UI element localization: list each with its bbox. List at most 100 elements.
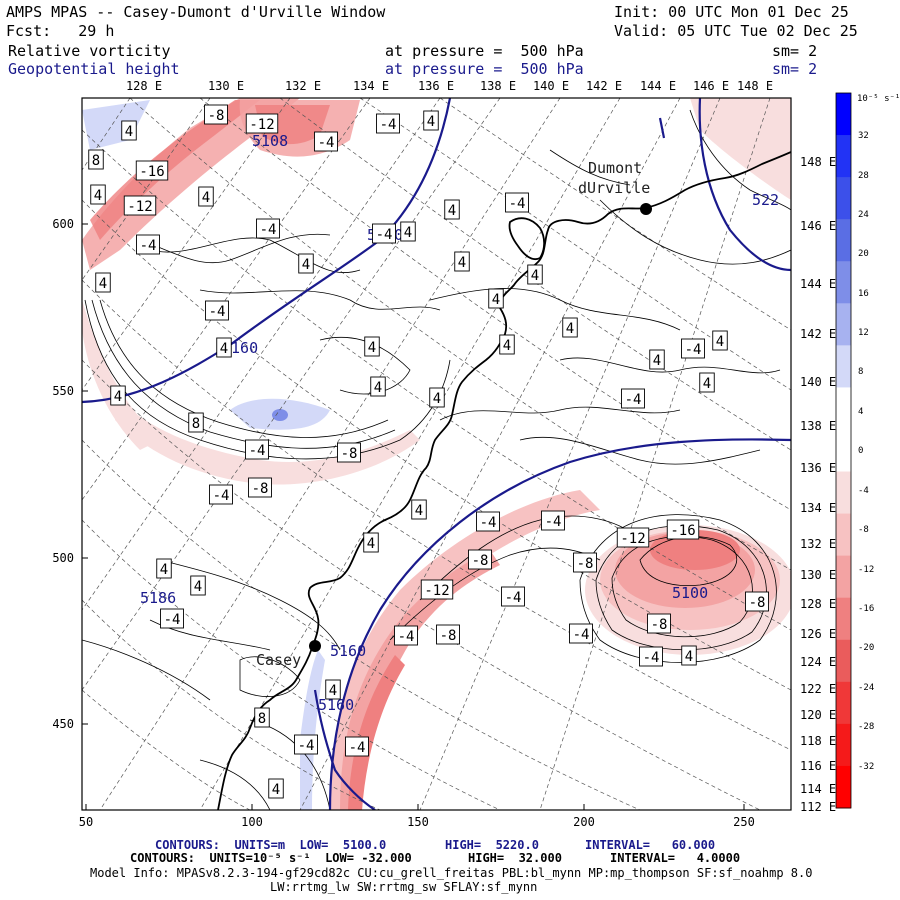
colorbar-unit: 10⁻⁵ s⁻¹ (857, 94, 900, 104)
right-lon-label: 140 E (800, 375, 836, 389)
vort-label-text: -8 (440, 628, 457, 644)
vort-label-text: -4 (545, 514, 562, 530)
vort-label-text: 4 (202, 190, 210, 206)
colorbar-label: 0 (858, 446, 863, 456)
vort-label-text: 8 (92, 153, 100, 169)
colorbar-swatch (836, 597, 851, 641)
vort-label: -4 (681, 338, 705, 359)
colorbar-label: 32 (858, 131, 869, 141)
vort-label-text: -4 (625, 392, 642, 408)
vort-label-text: 4 (703, 376, 711, 392)
colorbar-label: -8 (858, 525, 869, 535)
vort-label-text: 4 (160, 562, 168, 578)
vort-label-text: 4 (531, 268, 539, 284)
vort-label: 4 (216, 337, 232, 358)
vort-label-text: -8 (749, 595, 766, 611)
right-lon-label: 116 E (800, 759, 836, 773)
vort-label-text: 4 (114, 389, 122, 405)
top-lon-label: 146 E (693, 79, 729, 93)
colorbar-frame (835, 92, 852, 809)
vort-label-text: 4 (427, 114, 435, 130)
vort-label: 4 (90, 184, 106, 205)
vort-label: -4 (256, 218, 280, 239)
y-tick-label: 500 (52, 551, 74, 565)
x-tick-label: 100 (241, 815, 263, 829)
vort-label-text: 4 (302, 257, 310, 273)
vort-label: 4 (699, 372, 715, 393)
vort-label: -4 (160, 608, 184, 629)
vort-label: -16 (666, 519, 700, 540)
vort-label: -4 (209, 484, 233, 505)
vort-label: 4 (121, 120, 137, 141)
vort-label: 8 (88, 149, 104, 170)
vort-label: -4 (376, 113, 400, 134)
colorbar-label: 28 (858, 171, 869, 181)
valid-time: Valid: 05 UTC Tue 02 Dec 25 (614, 22, 858, 40)
x-tick-label: 200 (573, 815, 595, 829)
place-labels: Dumont dUrville Casey (256, 159, 650, 669)
vort-label-text: -4 (140, 238, 157, 254)
vort-label: 4 (110, 385, 126, 406)
vort-label-text: -4 (380, 117, 397, 133)
right-lon-label: 142 E (800, 327, 836, 341)
colorbar-swatch (836, 555, 851, 599)
vort-label: 4 (268, 778, 284, 799)
vort-label: -8 (248, 477, 272, 498)
vort-label-text: -4 (318, 135, 335, 151)
colorbar-swatch (836, 303, 851, 346)
vort-label: -12 (245, 113, 279, 134)
vort-label: 4 (681, 645, 697, 666)
vort-label: -8 (204, 104, 228, 125)
colorbar-swatch (836, 177, 851, 220)
vort-label-text: -4 (509, 196, 526, 212)
vort-label-text: -4 (505, 590, 522, 606)
vort-label-text: 4 (503, 338, 511, 354)
colorbar-swatch (836, 135, 851, 178)
colorbar-labels: 32 28 24 20 16 12 8 4 0 -4 -8 -12 -16 -20 -24 -28 -32 (858, 131, 874, 772)
right-lon-label: 128 E (800, 597, 836, 611)
vorticity-contour-labels: 4 -8 -12 -4 4 8 -16 -4 4 4 -12 -4 -4 4 4 -4 -4 4 4 4 -4 4 4 4 4 4… (88, 104, 769, 799)
field2-smoothing: sm= 2 (772, 60, 818, 78)
plot-frame (81, 97, 792, 811)
vort-label-text: 4 (220, 341, 228, 357)
vort-label-text: -4 (213, 488, 230, 504)
vort-label: 4 (156, 558, 172, 579)
right-lon-label: 126 E (800, 627, 836, 641)
colorbar-swatch (836, 471, 851, 515)
vort-label-text: -4 (298, 738, 315, 754)
vort-label-text: -4 (480, 515, 497, 531)
vort-label: -4 (205, 300, 229, 321)
vort-label-text: -4 (164, 612, 181, 628)
vort-label: -4 (569, 623, 593, 644)
colorbar: 32 28 24 20 16 12 8 4 0 -4 -8 -12 -16 -20 -24 -28 -32 10… (835, 92, 900, 809)
vort-label-text: -12 (424, 583, 449, 599)
vort-label-text: 4 (653, 353, 661, 369)
vort-label: 4 (198, 186, 214, 207)
vort-contour-high: HIGH= 32.000 (468, 851, 562, 865)
right-lon-label: 124 E (800, 655, 836, 669)
vort-contour-info: CONTOURS: UNITS=10⁻⁵ s⁻¹ LOW= -32.000 (130, 851, 412, 865)
field2-name: Geopotential height (8, 60, 180, 78)
top-lon-label: 130 E (208, 79, 244, 93)
top-lon-label: 136 E (418, 79, 454, 93)
top-lon-label: 142 E (586, 79, 622, 93)
height-contour-info: CONTOURS: UNITS=m LOW= 5100.0 (155, 838, 387, 852)
vort-label: -4 (501, 586, 525, 607)
vort-label-text: -4 (685, 342, 702, 358)
right-lon-label: 122 E (800, 682, 836, 696)
coastline (217, 151, 791, 810)
vort-label-text: -8 (208, 108, 225, 124)
colorbar-swatch (836, 513, 851, 557)
height-contour-high: HIGH= 5220.0 (445, 838, 539, 852)
vort-label-text: 4 (448, 203, 456, 219)
colorbar-label: 8 (858, 367, 863, 377)
y-tick-label: 550 (52, 384, 74, 398)
top-lon-label: 128 E (126, 79, 162, 93)
map-plot-area (81, 97, 792, 811)
vort-label: -12 (616, 527, 650, 548)
vort-label-text: -4 (376, 227, 393, 243)
colorbar-label: -24 (858, 683, 874, 693)
vort-label: 4 (499, 334, 515, 355)
right-lon-label: 138 E (800, 419, 836, 433)
colorbar-label: 20 (858, 249, 869, 259)
